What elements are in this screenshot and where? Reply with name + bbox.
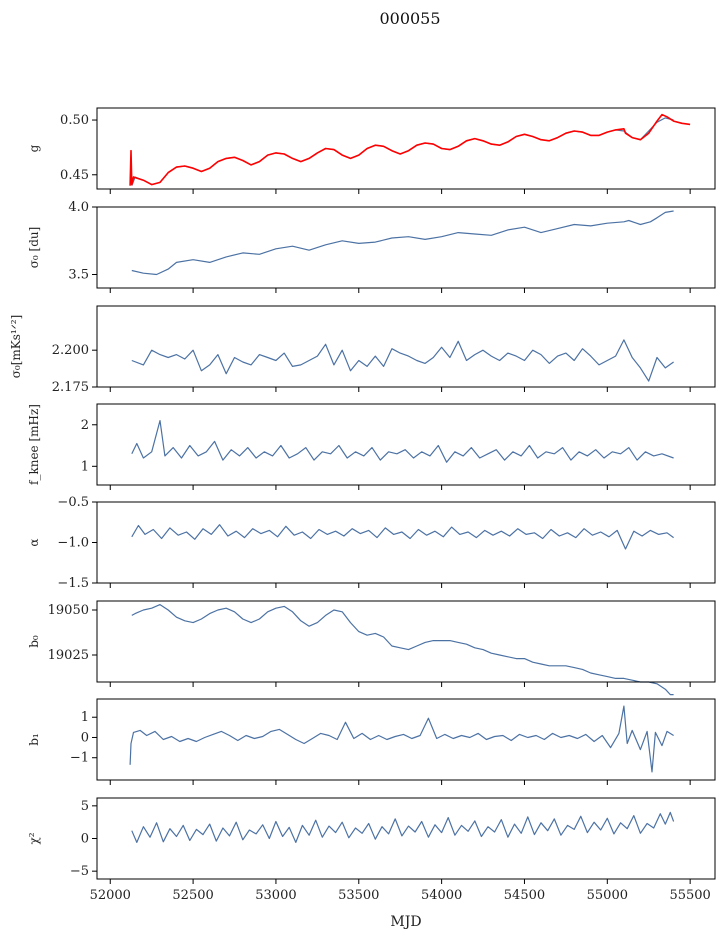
panel-sigma0-du: 3.5 4.0 σ₀ [du] <box>27 200 716 293</box>
axes-frame-b1 <box>96 698 716 781</box>
y-tick-label-b0: 19025 <box>48 648 89 663</box>
y-tick-label-chi2: −5 <box>70 864 89 879</box>
y-axis-label-sigma0-mks: σ₀[mKs¹ᐟ²] <box>9 315 23 379</box>
panel-stack: 0.45 0.50 g 3.5 4.0 σ₀ [du] 2.175 2.200 σ₀[mKs¹ᐟ… <box>9 107 716 903</box>
x-tick-label: 55000 <box>587 888 628 903</box>
series-line-f-knee-0 <box>131 420 674 463</box>
y-axis-label-chi2: χ² <box>27 832 41 844</box>
axes-frame-chi2 <box>96 797 716 880</box>
series-line-b0-0 <box>131 604 674 696</box>
panel-chi2: −5 0 5 52000 52500 53000 53500 54000 54500 55000 5… <box>27 797 716 903</box>
y-tick-label-b1: −1 <box>70 751 89 766</box>
x-axis-label: MJD <box>390 914 421 930</box>
y-tick-label-sigma0-du: 4.0 <box>68 200 89 215</box>
y-tick-label-sigma0-mks: 2.200 <box>52 343 89 358</box>
y-tick-label-b1: 1 <box>81 710 89 725</box>
panel-f-knee: 1 2 f_knee [mHz] <box>27 403 716 490</box>
y-axis-label-f-knee: f_knee [mHz] <box>27 404 41 485</box>
y-axis-label-b0: b₀ <box>27 635 41 648</box>
axes-frame-g <box>96 107 716 190</box>
x-tick-label: 53000 <box>255 888 296 903</box>
y-axis-label-g: g <box>27 144 41 152</box>
y-tick-label-alpha: −1.5 <box>57 576 89 591</box>
y-tick-label-chi2: 5 <box>81 799 89 814</box>
y-tick-label-b0: 19050 <box>48 603 89 618</box>
panel-b0: 19025 19050 b₀ <box>27 600 716 696</box>
y-tick-label-g: 0.50 <box>60 113 89 128</box>
y-tick-label-f-knee: 2 <box>81 418 89 433</box>
series-line-b1-0 <box>129 705 674 773</box>
axes-frame-sigma0-du <box>96 206 716 289</box>
panel-alpha: −1.5 −1.0 −0.5 α <box>27 495 716 591</box>
y-tick-label-f-knee: 1 <box>81 459 89 474</box>
panel-sigma0-mks: 2.175 2.200 σ₀[mKs¹ᐟ²] <box>9 305 716 395</box>
y-axis-label-sigma0-du: σ₀ [du] <box>27 227 41 269</box>
figure-title: 000055 <box>379 9 440 28</box>
x-tick-label: 54000 <box>421 888 462 903</box>
y-tick-label-chi2: 0 <box>81 832 89 847</box>
axes-frame-f-knee <box>96 403 716 486</box>
y-tick-label-alpha: −0.5 <box>57 495 89 510</box>
x-tick-label: 55500 <box>669 888 710 903</box>
y-tick-label-sigma0-mks: 2.175 <box>52 380 89 395</box>
y-tick-label-g: 0.45 <box>60 168 89 183</box>
x-tick-label: 53500 <box>338 888 379 903</box>
x-tick-label: 52500 <box>172 888 213 903</box>
series-line-chi2-0 <box>131 811 675 843</box>
series-line-sigma0-mks-0 <box>131 339 674 382</box>
series-line-sigma0-du-0 <box>131 210 674 276</box>
series-line-g-0 <box>131 117 674 186</box>
series-line-alpha-0 <box>131 524 674 550</box>
axes-frame-sigma0-mks <box>96 305 716 388</box>
panel-b1: −1 0 1 b₁ <box>27 698 716 785</box>
y-tick-label-sigma0-du: 3.5 <box>68 268 89 283</box>
y-tick-label-alpha: −1.0 <box>57 536 89 551</box>
y-axis-label-alpha: α <box>27 538 41 546</box>
series-line-g-1 <box>129 113 691 186</box>
axes-frame-b0 <box>96 600 716 683</box>
y-tick-label-b1: 0 <box>81 730 89 745</box>
y-axis-label-b1: b₁ <box>27 733 41 746</box>
x-tick-label: 52000 <box>90 888 131 903</box>
panel-g: 0.45 0.50 g <box>27 107 716 194</box>
x-tick-label: 54500 <box>504 888 545 903</box>
